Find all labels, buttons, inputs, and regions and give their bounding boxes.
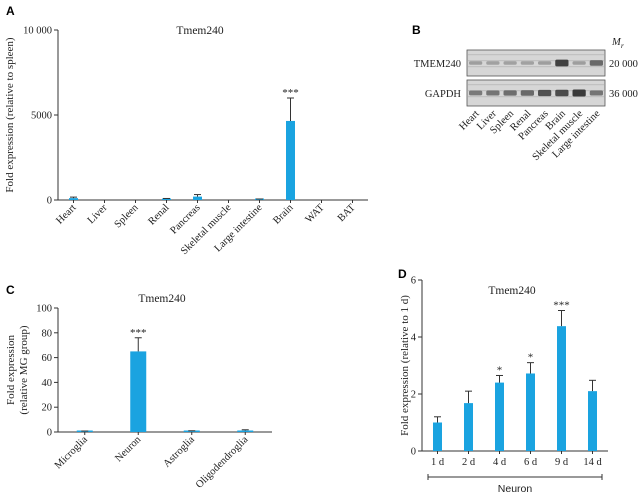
panel-letter-c: C <box>6 283 15 297</box>
blot-background-band <box>468 96 604 98</box>
chart-a-ylabel: Fold expression (relative to spleen) <box>4 37 16 193</box>
blot-mr-label: M <box>611 37 622 48</box>
blot-marker-label: 20 000 <box>609 59 638 70</box>
chart-c-ytick-label: 20 <box>42 403 53 414</box>
chart-d-title: Tmem240 <box>488 285 536 297</box>
blot-band <box>503 90 517 96</box>
blot-band <box>555 89 569 97</box>
chart-d-category-label: 9 d <box>555 457 569 468</box>
chart-c: 0 20 40 60 80 100 Tmem240 Fold expression (relat… <box>5 293 272 491</box>
chart-c-significance: *** <box>130 327 147 339</box>
panel-letter-a: A <box>6 4 15 18</box>
chart-d-bar <box>495 382 504 451</box>
chart-d-significance: * <box>497 364 503 376</box>
chart-a-category-label: BAT <box>336 202 358 224</box>
blot-background-band <box>468 66 604 68</box>
blot-band <box>538 89 552 97</box>
chart-a-significance: *** <box>282 87 299 99</box>
chart-d-category-label: 14 d <box>583 457 602 468</box>
chart-d-category-label: 2 d <box>462 457 476 468</box>
chart-a-bar <box>162 198 171 200</box>
blot-band <box>469 61 483 65</box>
chart-d-significance: *** <box>553 299 570 311</box>
blot-row-label: GAPDH <box>425 89 462 100</box>
chart-d-category-label: 6 d <box>524 457 538 468</box>
chart-a-category-label: WAT <box>304 202 327 225</box>
chart-d-xlabel: Neuron <box>498 483 533 495</box>
chart-d-bar <box>557 326 566 451</box>
chart-d-ytick-label: 2 <box>411 390 416 401</box>
chart-d-bar <box>433 422 442 451</box>
blot-band <box>520 61 534 65</box>
chart-d-significance: * <box>528 352 534 364</box>
blot-background-band <box>468 60 604 62</box>
blot-band <box>486 61 500 65</box>
chart-a-ytick-label: 10 000 <box>23 26 52 37</box>
chart-a: 0 5000 10 000 Tmem240 Fold expression (relat… <box>4 25 368 257</box>
blot-band <box>503 61 517 65</box>
blot-background-band <box>468 90 604 92</box>
chart-c-ytick-label: 40 <box>42 378 53 389</box>
chart-d-bar <box>526 373 535 451</box>
panel-letter-b: B <box>412 23 421 37</box>
panel-letter-d: D <box>398 267 407 281</box>
chart-c-ylabel: Fold expression <box>5 335 17 405</box>
blot-band <box>572 61 586 65</box>
chart-c-ytick-label: 60 <box>42 353 53 364</box>
chart-d-ytick-label: 6 <box>411 276 416 287</box>
chart-c-ylabel: (relative MG group) <box>18 325 30 415</box>
chart-c-ytick-label: 100 <box>36 304 52 315</box>
chart-a-ytick-label: 0 <box>47 196 52 207</box>
blot-band <box>589 90 603 96</box>
chart-a-category-label: Spleen <box>113 202 142 231</box>
chart-c-category-label: Astroglia <box>161 434 197 470</box>
blot-band <box>486 90 500 96</box>
chart-a-category-label: Brain <box>271 202 296 227</box>
chart-a-title: Tmem240 <box>176 25 224 37</box>
chart-d-bar <box>464 403 473 451</box>
blot-background-band <box>468 54 604 56</box>
blot-row-label: TMEM240 <box>414 59 461 70</box>
chart-c-title: Tmem240 <box>138 293 186 305</box>
chart-c-ytick-label: 80 <box>42 328 53 339</box>
chart-a-category-label: Liver <box>86 202 110 226</box>
blot-background-band <box>468 84 604 86</box>
blot-band <box>520 90 534 96</box>
blot-band <box>469 90 483 96</box>
chart-a-category-label: Heart <box>54 202 78 226</box>
chart-a-bar <box>193 196 202 200</box>
blot-band <box>555 59 569 67</box>
chart-c-bar <box>237 430 254 432</box>
chart-d-bar <box>588 391 597 451</box>
chart-c-ytick-label: 0 <box>47 428 52 439</box>
chart-d-ytick-label: 4 <box>411 333 417 344</box>
blot-mr-subscript: r <box>621 42 624 50</box>
chart-a-bar <box>286 120 295 200</box>
chart-d: 0 2 4 6 Tmem240 Fold expression (relative to … <box>399 276 608 495</box>
chart-c-category-label: Oligodendroglia <box>194 434 251 491</box>
chart-d-category-label: 1 d <box>431 457 445 468</box>
blot-band <box>589 60 603 66</box>
chart-c-category-label: Microglia <box>53 434 90 471</box>
chart-a-bar <box>69 198 78 200</box>
chart-d-ytick-label: 0 <box>411 447 416 458</box>
chart-a-category-label: Renal <box>147 202 172 227</box>
chart-d-category-label: 4 d <box>493 457 507 468</box>
chart-c-category-label: Neuron <box>113 434 144 465</box>
blot-marker-label: 36 000 <box>609 89 638 100</box>
blot-band <box>572 89 586 97</box>
chart-d-ylabel: Fold expression (relative to 1 d) <box>399 295 411 436</box>
blot-band <box>538 61 552 65</box>
chart-a-ytick-label: 5000 <box>31 111 52 122</box>
chart-c-bar <box>130 351 147 432</box>
